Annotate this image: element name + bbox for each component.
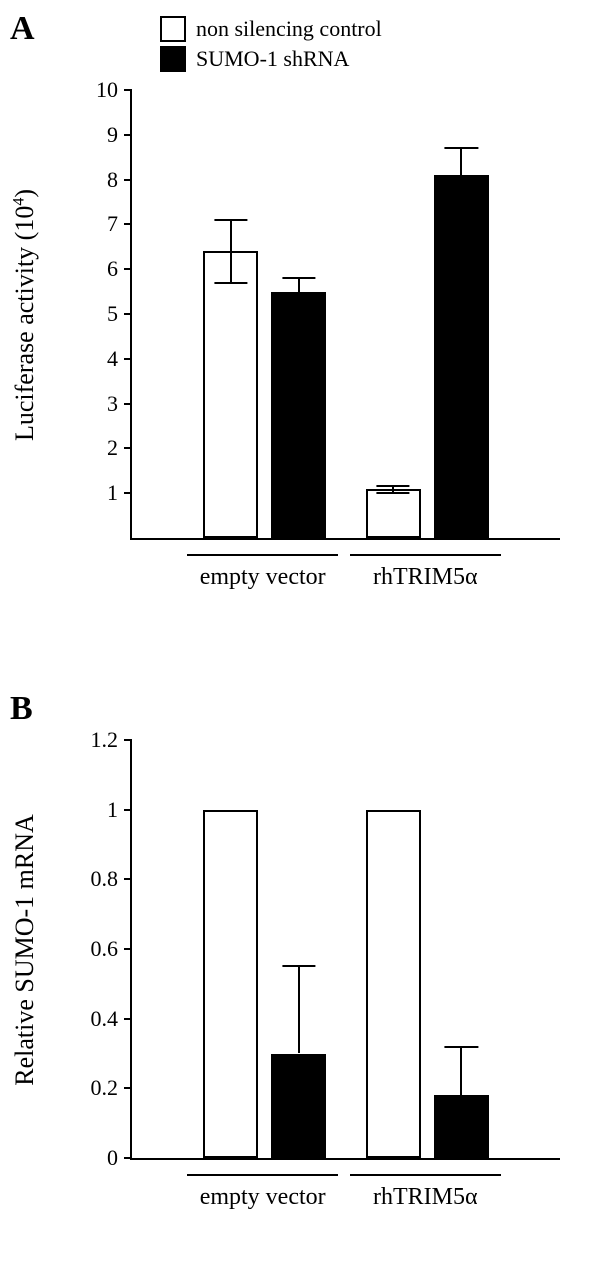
y-tick-label: 2 bbox=[107, 435, 118, 461]
group-underline bbox=[187, 1174, 338, 1176]
panel-a-y-title: Luciferase activity (104) bbox=[10, 189, 40, 441]
error-bar bbox=[298, 278, 300, 305]
y-tick-label: 7 bbox=[107, 211, 118, 237]
y-tick-label: 0.6 bbox=[91, 936, 119, 962]
bar bbox=[203, 810, 258, 1158]
y-tick-label: 0.8 bbox=[91, 866, 119, 892]
y-tick bbox=[124, 948, 132, 950]
y-tick bbox=[124, 878, 132, 880]
y-tick-label: 6 bbox=[107, 256, 118, 282]
bar bbox=[434, 1095, 489, 1158]
error-cap bbox=[282, 304, 315, 306]
legend-label-control: non silencing control bbox=[196, 16, 382, 42]
bar bbox=[271, 1054, 326, 1159]
error-bar bbox=[460, 148, 462, 202]
y-tick-label: 5 bbox=[107, 301, 118, 327]
y-tick bbox=[124, 268, 132, 270]
y-tick bbox=[124, 403, 132, 405]
figure-root: A non silencing control SUMO-1 shRNA 123… bbox=[0, 0, 600, 1278]
panel-b-group-labels: empty vector rhTRIM5α bbox=[130, 1170, 560, 1240]
group-label: empty vector bbox=[187, 1184, 338, 1211]
panel-b-plot: 00.20.40.60.811.2 bbox=[130, 740, 560, 1160]
bar bbox=[366, 489, 421, 538]
y-tick bbox=[124, 223, 132, 225]
y-tick bbox=[124, 447, 132, 449]
error-cap bbox=[282, 965, 315, 967]
group-underline bbox=[350, 1174, 501, 1176]
panel-b-y-title: Relative SUMO-1 mRNA bbox=[10, 814, 40, 1086]
group-label: rhTRIM5α bbox=[350, 564, 501, 591]
group-label: empty vector bbox=[187, 564, 338, 591]
error-cap bbox=[377, 492, 410, 494]
y-tick bbox=[124, 809, 132, 811]
legend-swatch-shrna bbox=[160, 46, 186, 72]
y-tick-label: 1 bbox=[107, 480, 118, 506]
y-tick bbox=[124, 358, 132, 360]
legend-item-control: non silencing control bbox=[160, 16, 382, 42]
y-tick bbox=[124, 89, 132, 91]
legend-swatch-control bbox=[160, 16, 186, 42]
y-tick bbox=[124, 179, 132, 181]
group-underline bbox=[187, 554, 338, 556]
error-bar bbox=[230, 220, 232, 283]
panel-a-label: A bbox=[10, 10, 35, 48]
y-tick bbox=[124, 134, 132, 136]
error-cap bbox=[214, 219, 247, 221]
y-tick-label: 8 bbox=[107, 167, 118, 193]
group-underline bbox=[350, 554, 501, 556]
y-tick bbox=[124, 492, 132, 494]
y-tick-label: 9 bbox=[107, 122, 118, 148]
y-tick bbox=[124, 1087, 132, 1089]
bar bbox=[434, 175, 489, 538]
y-tick-label: 4 bbox=[107, 346, 118, 372]
bar bbox=[366, 810, 421, 1158]
error-bar bbox=[298, 966, 300, 1053]
panel-a-group-labels: empty vector rhTRIM5α bbox=[130, 550, 560, 620]
error-cap bbox=[214, 282, 247, 284]
panel-b-label: B bbox=[10, 690, 33, 728]
bar bbox=[271, 292, 326, 538]
legend-label-shrna: SUMO-1 shRNA bbox=[196, 46, 349, 72]
y-tick-label: 3 bbox=[107, 391, 118, 417]
error-cap bbox=[445, 201, 478, 203]
panel-a: A non silencing control SUMO-1 shRNA 123… bbox=[20, 10, 580, 630]
legend-item-shrna: SUMO-1 shRNA bbox=[160, 46, 382, 72]
error-cap bbox=[445, 1046, 478, 1048]
error-cap bbox=[282, 277, 315, 279]
legend: non silencing control SUMO-1 shRNA bbox=[160, 16, 382, 76]
panel-b: B 00.20.40.60.811.2 Relative SUMO-1 mRNA… bbox=[20, 690, 580, 1250]
y-tick bbox=[124, 739, 132, 741]
bar bbox=[203, 251, 258, 538]
error-cap bbox=[445, 147, 478, 149]
group-label: rhTRIM5α bbox=[350, 1184, 501, 1211]
y-tick-label: 1.2 bbox=[91, 727, 119, 753]
y-tick-label: 1 bbox=[107, 797, 118, 823]
y-tick-label: 0.2 bbox=[91, 1075, 119, 1101]
y-tick bbox=[124, 313, 132, 315]
y-tick bbox=[124, 1018, 132, 1020]
error-bar bbox=[460, 1047, 462, 1096]
y-tick-label: 0 bbox=[107, 1145, 118, 1171]
error-cap bbox=[377, 485, 410, 487]
panel-a-plot: 12345678910 bbox=[130, 90, 560, 540]
y-tick-label: 0.4 bbox=[91, 1006, 119, 1032]
y-tick-label: 10 bbox=[96, 77, 118, 103]
y-tick bbox=[124, 1157, 132, 1159]
